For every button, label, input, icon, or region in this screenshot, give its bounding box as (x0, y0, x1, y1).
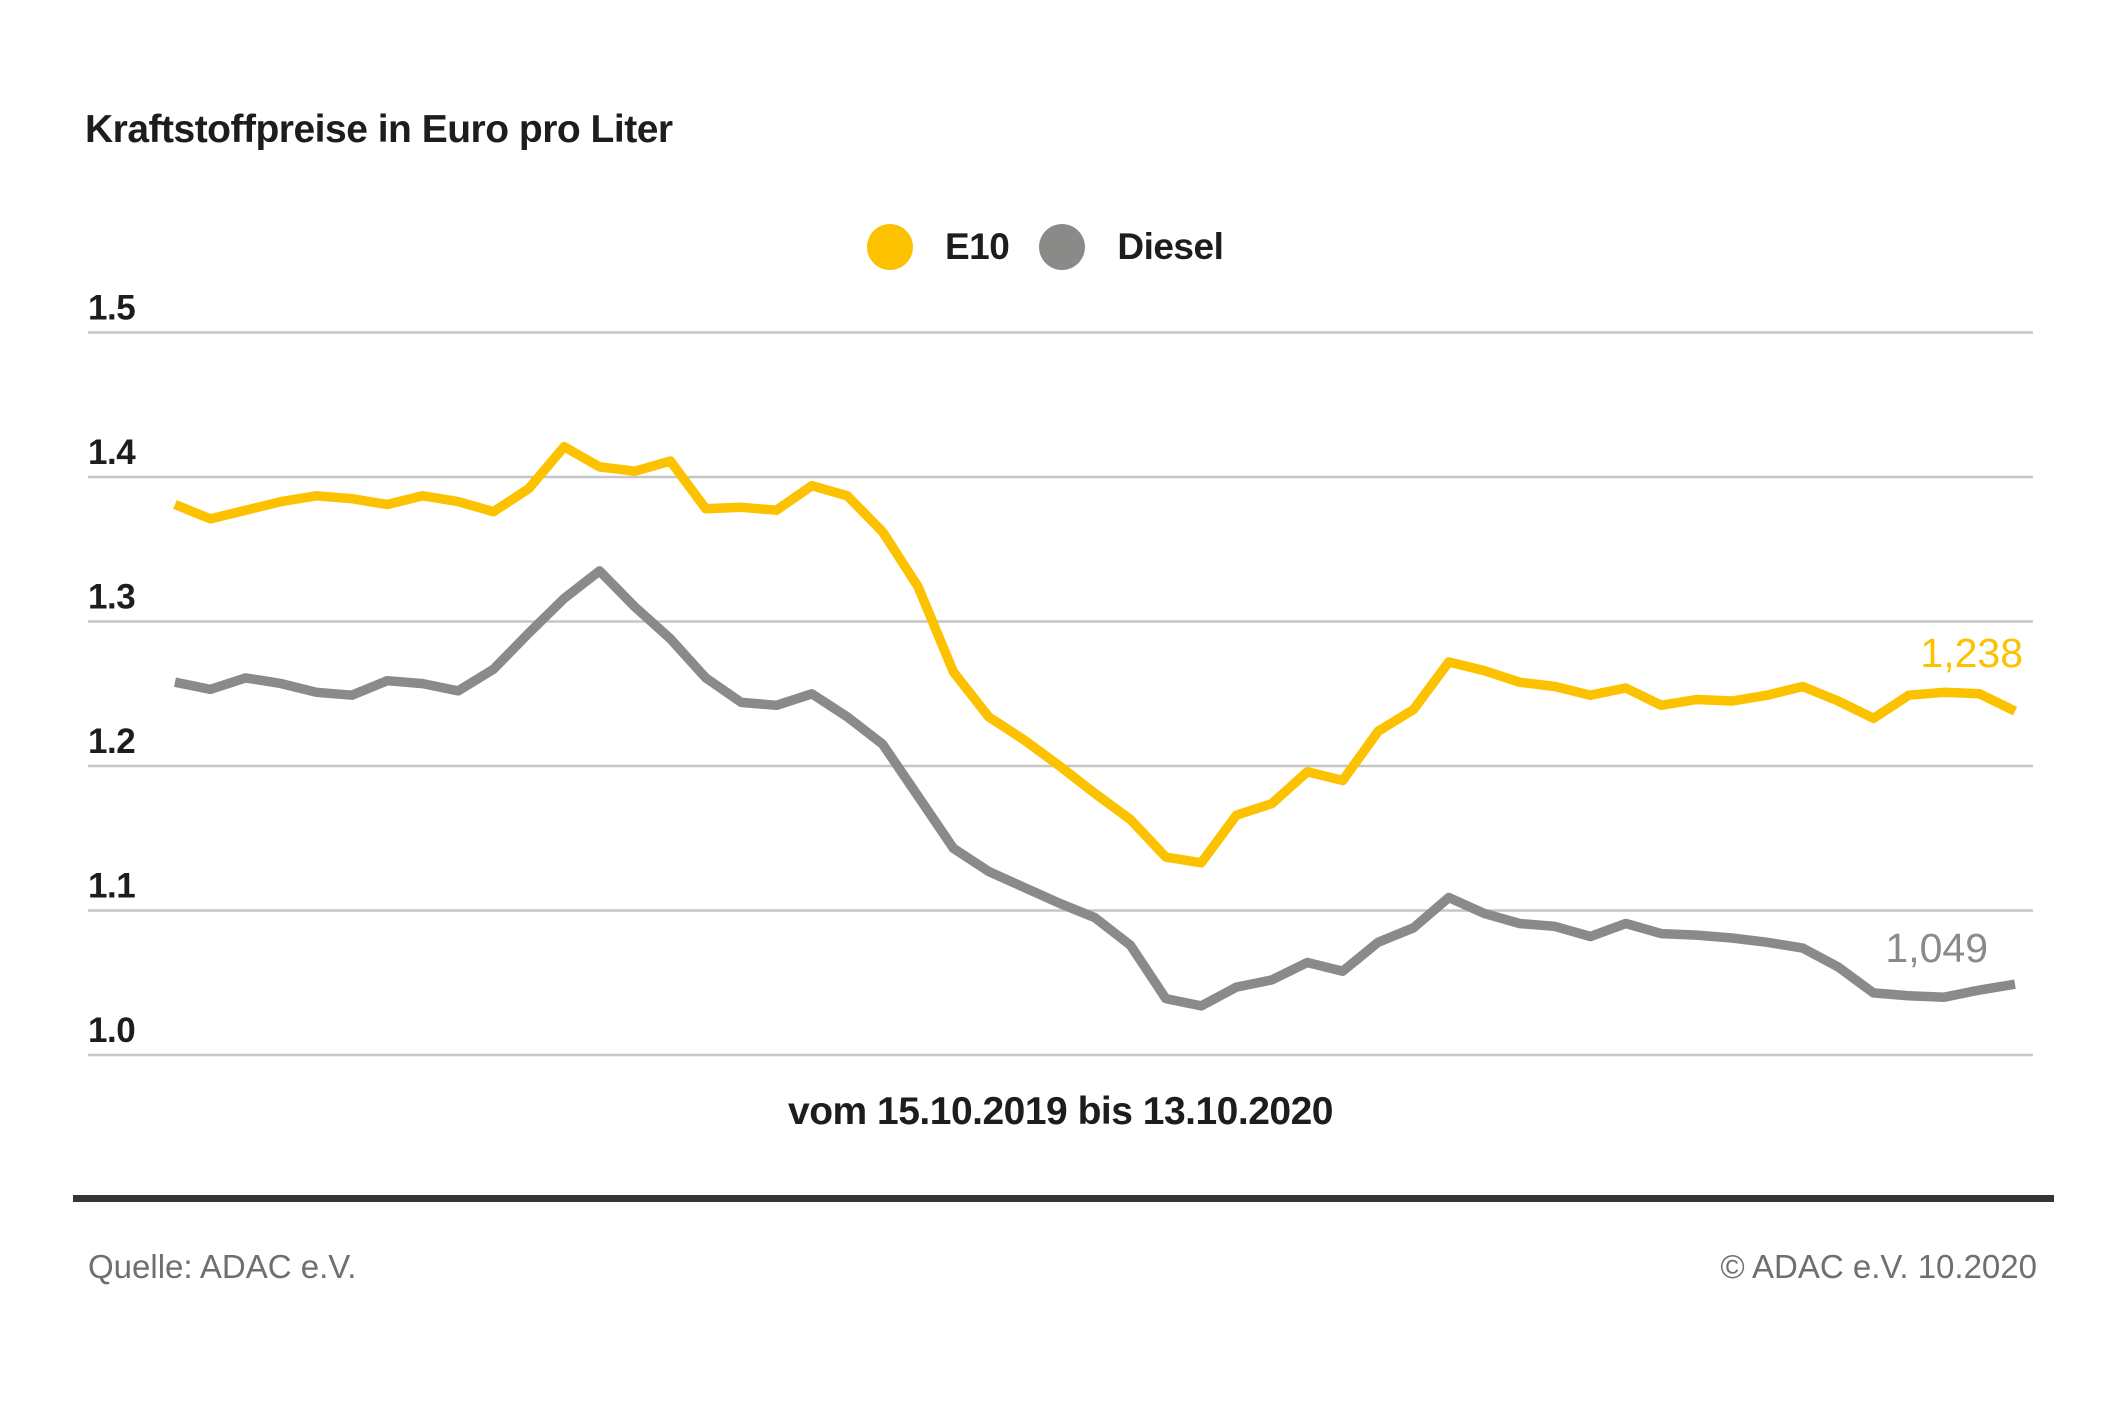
svg-text:1,049: 1,049 (1885, 925, 1988, 971)
legend-item-diesel: Diesel (1039, 224, 1224, 270)
copyright-note: © ADAC e.V. 10.2020 (1720, 1248, 2037, 1285)
legend-label-e10: E10 (945, 226, 1010, 267)
svg-text:1.4: 1.4 (88, 433, 136, 472)
svg-text:1.2: 1.2 (88, 722, 135, 761)
chart-legend: E10 Diesel (867, 224, 1224, 270)
legend-label-diesel: Diesel (1117, 226, 1224, 267)
svg-text:1.1: 1.1 (88, 867, 135, 906)
x-axis-label: vom 15.10.2019 bis 13.10.2020 (788, 1090, 1333, 1133)
diesel-color-dot-icon (1039, 224, 1086, 270)
svg-text:1.5: 1.5 (88, 289, 135, 328)
svg-text:1,238: 1,238 (1920, 630, 2023, 676)
svg-text:1.3: 1.3 (88, 578, 135, 617)
svg-text:1.0: 1.0 (88, 1011, 135, 1050)
source-note: Quelle: ADAC e.V. (88, 1248, 357, 1285)
page-title: Kraftstoffpreise in Euro pro Liter (85, 108, 673, 151)
footer-divider (73, 1195, 2054, 1202)
e10-color-dot-icon (867, 224, 913, 270)
legend-item-e10: E10 (867, 224, 1010, 270)
